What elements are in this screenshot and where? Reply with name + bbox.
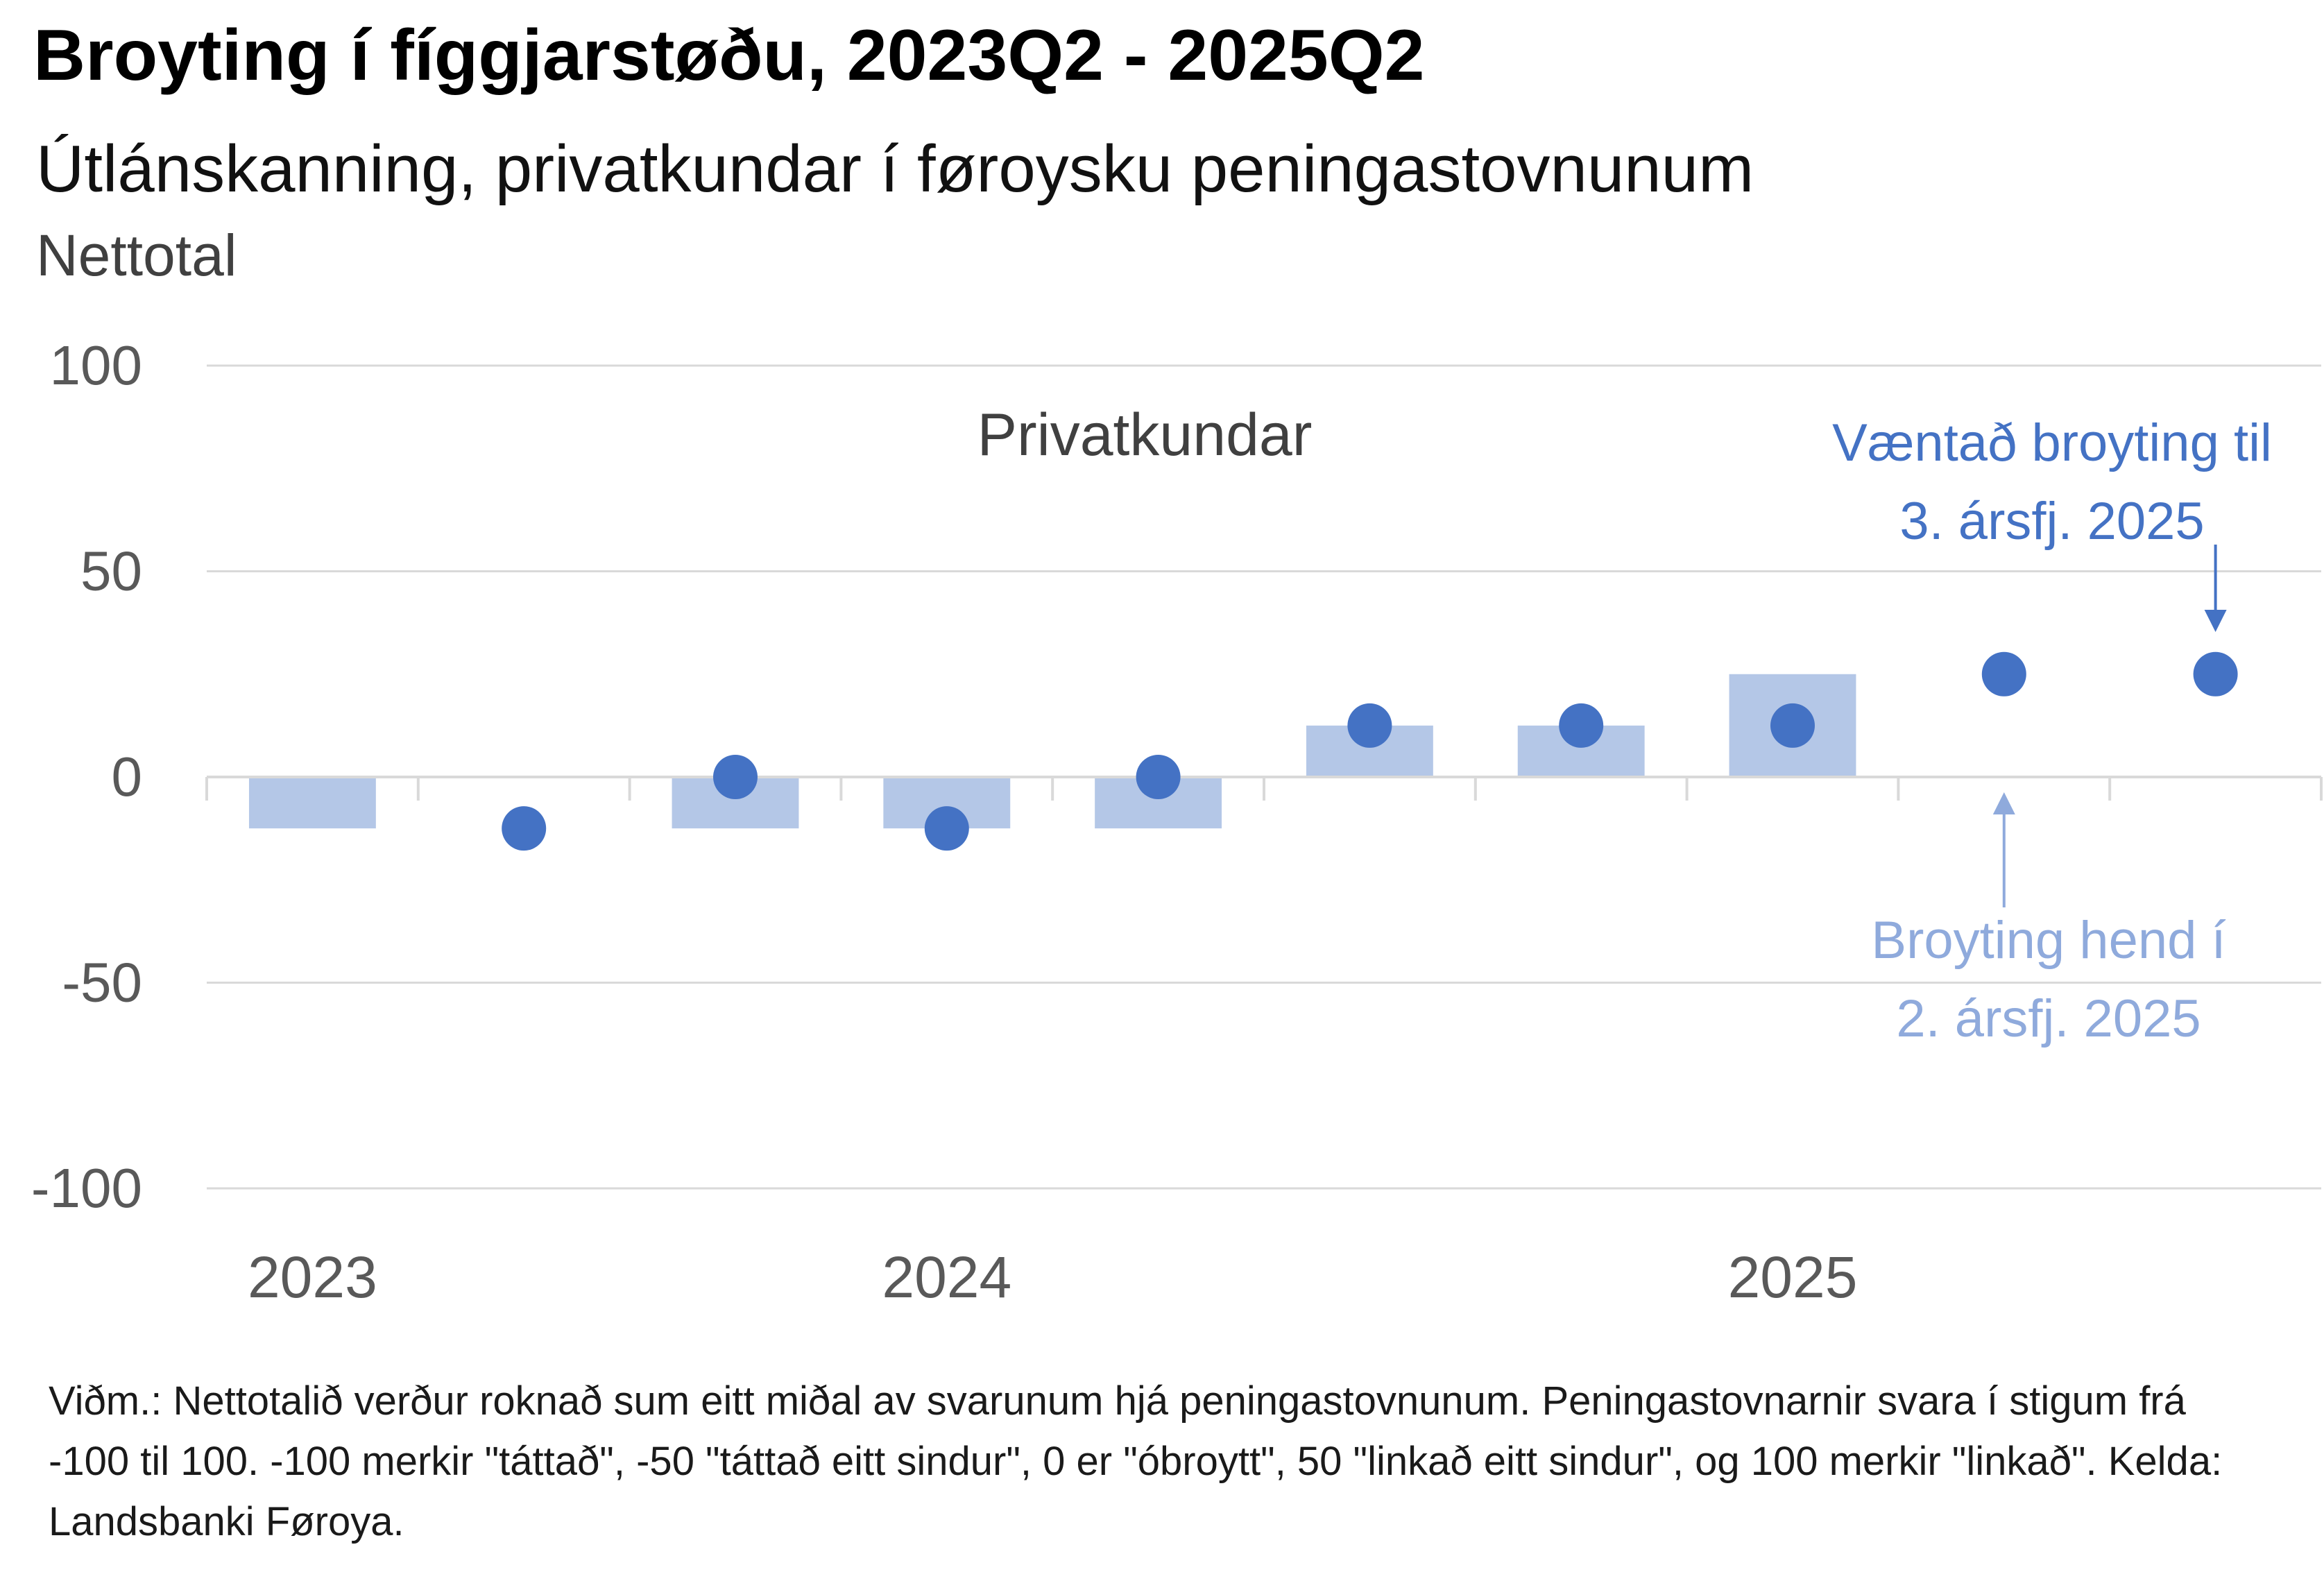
x-tick-label: 2024: [882, 1245, 1011, 1310]
x-tick-label: 2023: [248, 1245, 377, 1310]
bar-series: [248, 674, 1856, 829]
dot-2023Q4: [713, 755, 758, 799]
x-tick-label: 2025: [1728, 1245, 1858, 1310]
y-tick-label: 100: [50, 334, 142, 396]
chart: 100 50 0 -50 -100 2023 2024 2025 Privatkundar V…: [31, 334, 2323, 1310]
y-axis: 100 50 0 -50 -100: [31, 334, 142, 1219]
annotations: Privatkundar Væntað broyting til 3. ársfj.…: [977, 402, 2272, 1048]
dot-2024Q3: [1347, 703, 1392, 748]
annotation-expected-text: 3. ársfj. 2025: [1899, 492, 2204, 551]
chart-subtitle: Útlánskanning, privatkundar í føroysku p…: [36, 132, 1754, 206]
dot-2024Q1: [924, 806, 969, 851]
annotation-actual-text: 2. ársfj. 2025: [1896, 989, 2201, 1048]
panel-label: Privatkundar: [977, 402, 1313, 468]
dot-2025Q2: [1981, 651, 2026, 697]
y-tick-label: 50: [80, 540, 142, 602]
footnote: Viðm.: Nettotalið verður roknað sum eitt…: [49, 1378, 2223, 1544]
y-tick-label: -50: [62, 952, 142, 1014]
dot-2025Q3: [2193, 651, 2238, 697]
chart-title: Broyting í fíggjarstøðu, 2023Q2 - 2025Q2: [33, 15, 1425, 96]
bar-2023Q2: [248, 777, 376, 829]
dot-2024Q4: [1559, 703, 1604, 748]
grid-layer: [207, 364, 2321, 1190]
x-tick-labels: 2023 2024 2025: [248, 1245, 1857, 1310]
annotation-expected-text: Væntað broyting til: [1832, 413, 2272, 472]
annotation-actual-text: Broyting hend í: [1871, 911, 2225, 970]
y-tick-label: -100: [31, 1157, 142, 1219]
dot-2024Q2: [1136, 755, 1181, 799]
x-axis: [205, 776, 2323, 801]
unit-label: Nettotal: [36, 223, 237, 288]
dot-2025Q1: [1770, 703, 1815, 748]
dot-2023Q3: [502, 806, 547, 851]
y-tick-label: 0: [112, 746, 143, 808]
dot-series: [502, 651, 2238, 851]
